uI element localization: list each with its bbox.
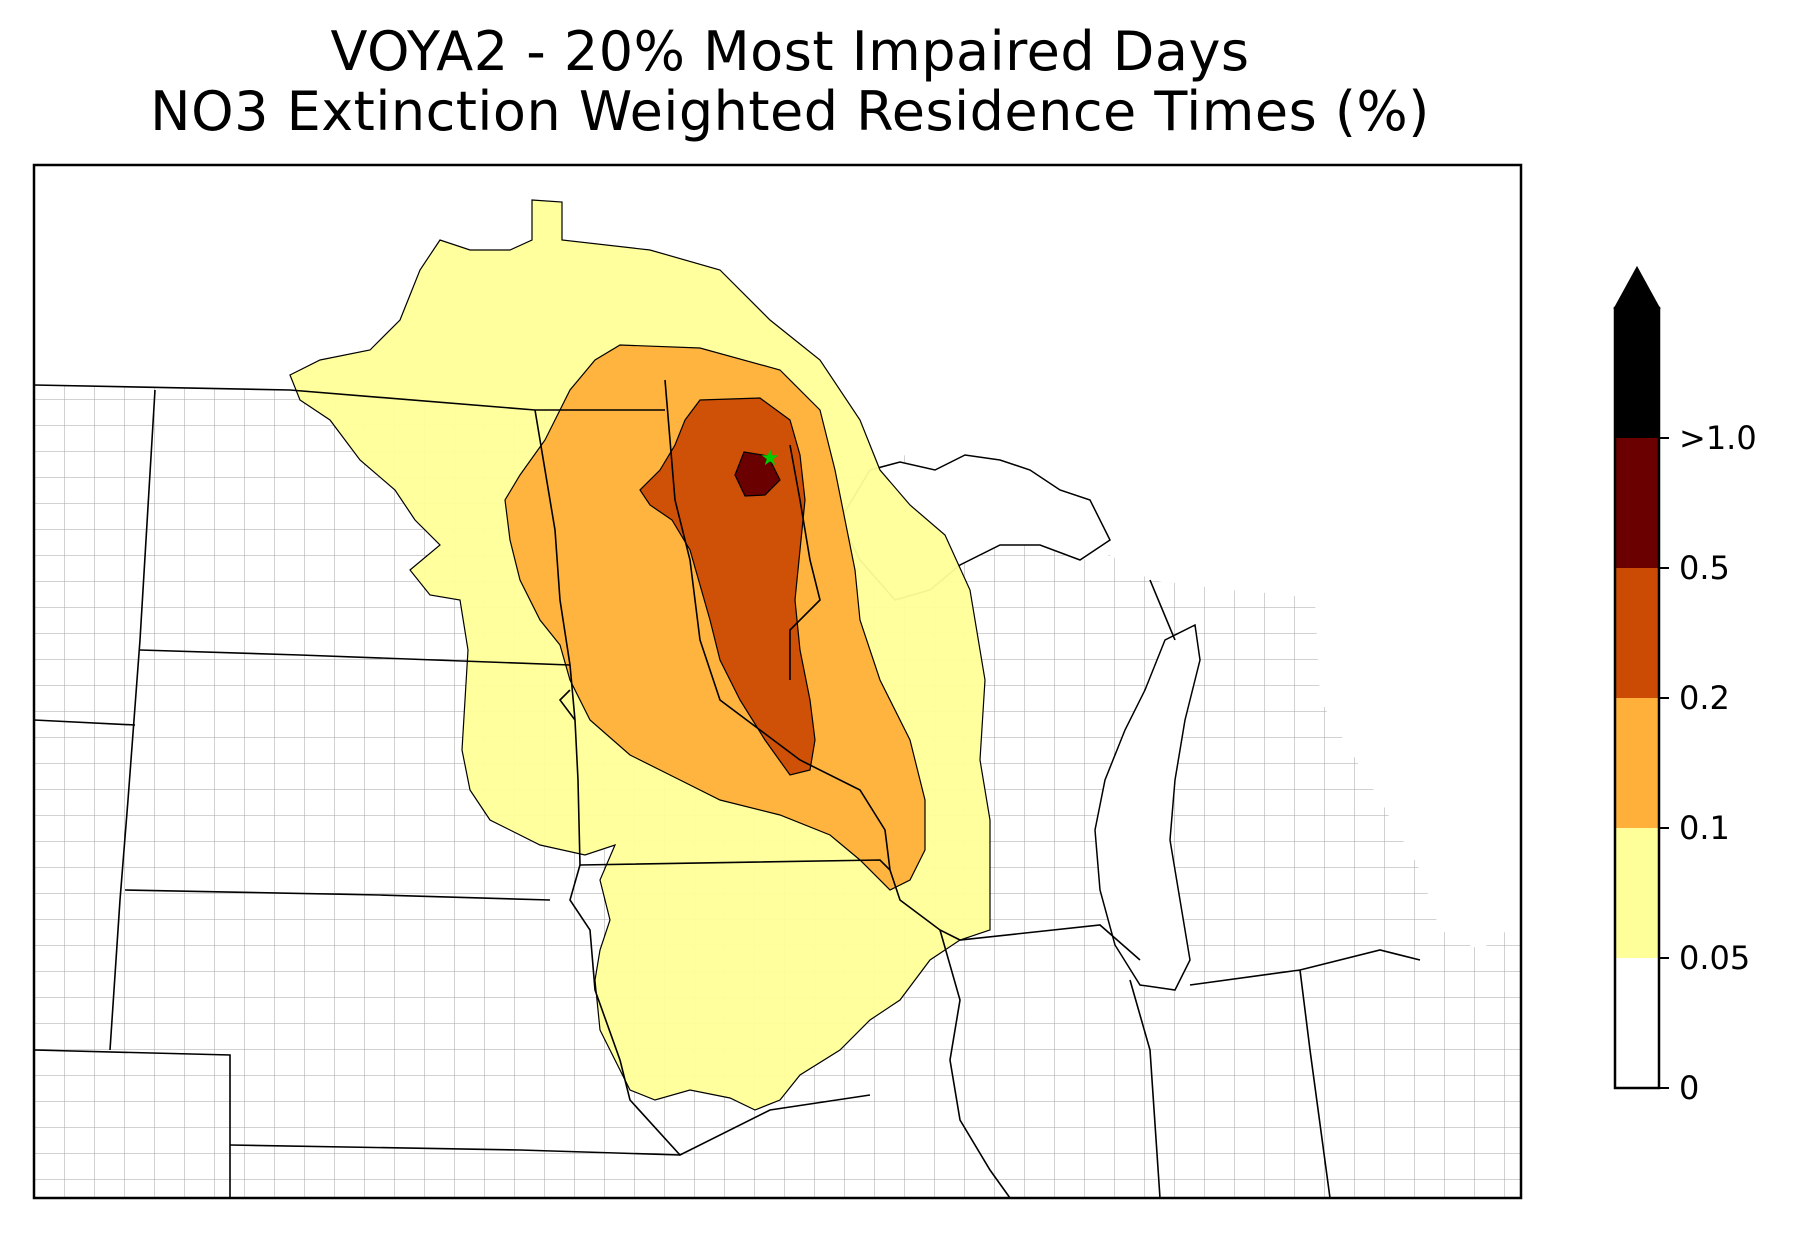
title-line-2: NO3 Extinction Weighted Residence Times … <box>150 80 1430 143</box>
map-area <box>34 199 1521 1198</box>
colorbar-tick-label: 0.05 <box>1679 939 1750 977</box>
colorbar: 0 0.05 0.1 0.2 0.5 >1.0 <box>1613 265 1757 1107</box>
colorbar-segment <box>1615 958 1659 1088</box>
state-boundaries <box>34 379 1421 1198</box>
colorbar-tick-label: 0.2 <box>1679 679 1730 717</box>
lake-michigan <box>1094 623 1201 991</box>
title-line-1: VOYA2 - 20% Most Impaired Days <box>330 20 1250 83</box>
colorbar-tick-label: 0 <box>1679 1069 1699 1107</box>
contour-level-0.2 <box>639 397 816 776</box>
green-star-icon: ★ <box>760 446 780 471</box>
colorbar-tick-label: >1.0 <box>1679 419 1757 457</box>
colorbar-segment <box>1615 828 1659 958</box>
colorbar-tick-label: 0.1 <box>1679 809 1730 847</box>
map-frame <box>32 163 1523 1200</box>
contour-level-0.5 <box>734 451 781 497</box>
map-title: VOYA2 - 20% Most Impaired Days NO3 Extin… <box>0 22 1580 142</box>
colorbar-segment <box>1615 698 1659 828</box>
colorbar-tick-label: 0.5 <box>1679 549 1730 587</box>
colorbar-segment <box>1615 438 1659 568</box>
colorbar-segment <box>1615 568 1659 698</box>
colorbar-extend-arrow <box>1613 265 1661 309</box>
colorbar-segment <box>1615 308 1659 438</box>
